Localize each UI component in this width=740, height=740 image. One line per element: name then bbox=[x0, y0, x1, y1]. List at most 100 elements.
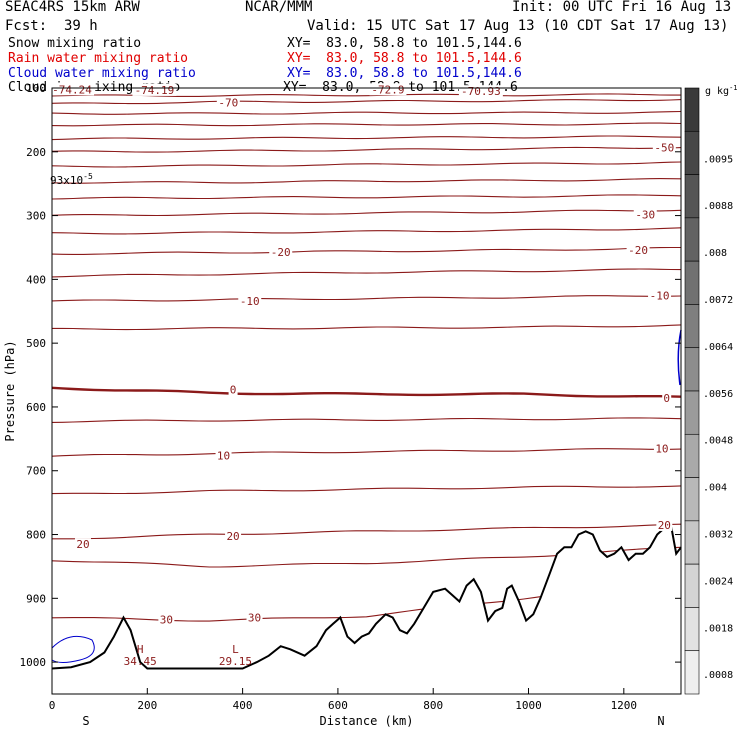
colorbar-box bbox=[684, 520, 700, 565]
extremum-value: 29.15 bbox=[219, 655, 252, 668]
contour-label: 20 bbox=[658, 519, 671, 532]
terrain-profile bbox=[51, 527, 682, 694]
x-endpoint-north: N bbox=[657, 714, 664, 728]
colorbar-box bbox=[684, 477, 700, 522]
colorbar-tick-label: .0018 bbox=[703, 623, 733, 634]
contour-label: -30 bbox=[635, 208, 655, 221]
isotherm-line bbox=[51, 99, 682, 105]
extremum-mark: L bbox=[232, 643, 239, 656]
contour-label-bg bbox=[633, 208, 657, 221]
extremum-mark: H bbox=[137, 643, 144, 656]
y-tick-label: 300 bbox=[26, 210, 46, 223]
contour-label: -50 bbox=[654, 141, 674, 154]
isotherm-line bbox=[51, 485, 682, 495]
isotherm-line bbox=[51, 110, 682, 115]
model-name: SEAC4RS 15km ARW bbox=[5, 0, 140, 15]
colorbar-box bbox=[684, 433, 700, 478]
y-tick-label: 900 bbox=[26, 592, 46, 605]
init-time: Init: 00 UTC Fri 16 Aug 13 bbox=[512, 0, 732, 15]
contour-label: -72.9 bbox=[371, 83, 404, 96]
contour-label: -70 bbox=[218, 97, 238, 110]
contour-label: -10 bbox=[650, 289, 670, 302]
colorbar-tick-label: .0008 bbox=[703, 670, 733, 681]
contour-label: 0 bbox=[230, 384, 237, 397]
x-tick-label: 1200 bbox=[611, 699, 638, 712]
x-endpoint-south: S bbox=[82, 714, 89, 728]
colorbar-tick-label: .0088 bbox=[703, 201, 733, 212]
isotherm-line bbox=[51, 295, 682, 302]
legend-name-rain: Rain water mixing ratio bbox=[8, 51, 189, 66]
colorbar-unit-exp: -1 bbox=[729, 84, 737, 92]
terrain-fill bbox=[52, 528, 681, 694]
isotherm-line bbox=[51, 135, 682, 141]
x-tick-label: 800 bbox=[423, 699, 443, 712]
isotherm-line bbox=[51, 386, 682, 398]
x-tick-label: 600 bbox=[328, 699, 348, 712]
legend-xy-rain: XY= 83.0, 58.8 to 101.5,144.6 bbox=[287, 51, 522, 66]
y-tick-label: 800 bbox=[26, 529, 46, 542]
contour-label: -74.19 bbox=[135, 84, 175, 97]
isotherm-line bbox=[51, 122, 682, 127]
contour-label: 30 bbox=[160, 613, 173, 626]
extremum-value: 34.45 bbox=[124, 655, 157, 668]
legend-name-snow: Snow mixing ratio bbox=[8, 36, 142, 51]
isotherm-line bbox=[51, 146, 682, 153]
colorbar-box bbox=[684, 650, 700, 695]
isotherm-line bbox=[51, 194, 682, 200]
cloud-water-contour-north bbox=[677, 329, 682, 386]
contour-label-bg bbox=[653, 442, 670, 455]
colorbar-tick-label: .008 bbox=[703, 248, 727, 259]
colorbar-tick-label: .0032 bbox=[703, 529, 733, 540]
colorbar-box bbox=[684, 563, 700, 608]
isotherm-line bbox=[52, 523, 682, 540]
colorbar-box bbox=[684, 304, 700, 349]
x-tick-label: 0 bbox=[49, 699, 56, 712]
isotherm-line bbox=[51, 227, 682, 235]
contour-label-bg bbox=[246, 611, 263, 624]
y-tick-label: 200 bbox=[26, 146, 46, 159]
colorbar-tick-label: .0064 bbox=[703, 342, 733, 353]
colorbar-box bbox=[684, 217, 700, 262]
contour-label-bg bbox=[369, 83, 407, 96]
colorbar-tick-label: .0095 bbox=[703, 154, 733, 165]
contour-label-bg bbox=[158, 613, 175, 626]
contour-label: -74.24 bbox=[52, 83, 92, 96]
contour-label: -10 bbox=[240, 295, 260, 308]
isotherm-line bbox=[51, 417, 682, 423]
legend-name-cloud-water: Cloud water mixing ratio bbox=[8, 66, 196, 81]
contour-label-bg bbox=[656, 518, 673, 531]
colorbar-box bbox=[684, 174, 700, 219]
forecast-hours: 39 h bbox=[64, 18, 98, 34]
isotherm-line bbox=[52, 324, 682, 331]
center-name: NCAR/MMM bbox=[245, 0, 313, 15]
colorbar-unit: g kg-1 bbox=[705, 84, 738, 97]
y-tick-label: 400 bbox=[26, 273, 46, 286]
x-tick-label: 200 bbox=[137, 699, 157, 712]
colorbar-boxes: .0095 .0088 .008 .0072 .0064 .0056 .0048 .004 .0… bbox=[684, 87, 733, 695]
contour-label-bg bbox=[269, 245, 293, 258]
isotherm-line bbox=[51, 246, 681, 255]
contour-label: 10 bbox=[655, 442, 668, 455]
colorbar-box bbox=[684, 87, 700, 132]
contour-label: 30 bbox=[248, 611, 261, 624]
colorbar-tick-label: .0056 bbox=[703, 389, 733, 400]
colorbar-box bbox=[684, 607, 700, 652]
contour-label-bg bbox=[225, 529, 242, 542]
contour-label: 0 bbox=[663, 392, 670, 405]
terrain-line bbox=[51, 527, 682, 670]
y-axis-label: Pressure (hPa) bbox=[3, 340, 17, 441]
small-note-mantissa: 93x10 bbox=[50, 174, 83, 187]
contour-label-bg bbox=[215, 449, 232, 462]
contour-label-bg bbox=[652, 141, 676, 154]
x-axis-label: Distance (km) bbox=[320, 714, 414, 728]
plot-frame bbox=[51, 87, 682, 695]
colorbar-box bbox=[684, 130, 700, 175]
cloud-water-contour-south bbox=[51, 635, 95, 663]
x-tick-label: 400 bbox=[233, 699, 253, 712]
y-tick-label: 100 bbox=[26, 82, 46, 95]
contour-label-bg bbox=[662, 392, 672, 405]
contour-label-bg bbox=[626, 244, 650, 257]
